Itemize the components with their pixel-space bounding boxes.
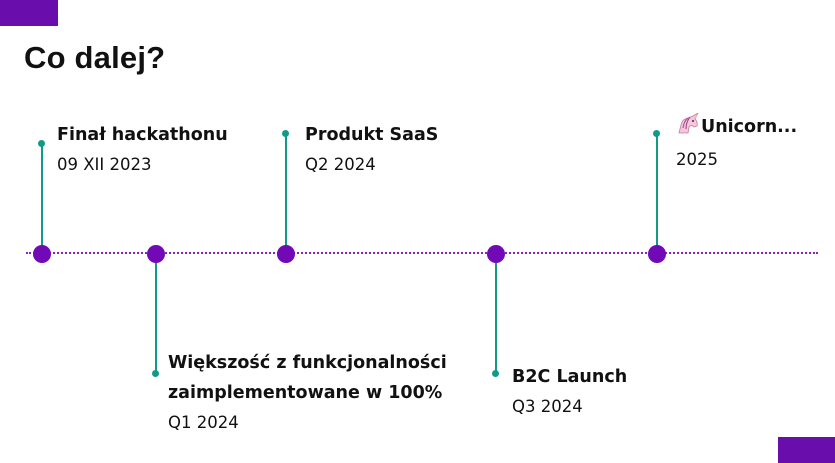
timeline-node-3 [277, 245, 295, 263]
timeline-stem-3 [285, 133, 287, 253]
timeline-item-1: Finał hackathonu 09 XII 2023 [57, 120, 228, 180]
timeline-node-2 [147, 245, 165, 263]
timeline-node-1 [33, 245, 51, 263]
unicorn-icon [676, 111, 700, 145]
timeline-stem-4 [495, 253, 497, 373]
timeline-item-3-name: Produkt SaaS [305, 125, 439, 145]
timeline-item-4: B2C Launch Q3 2024 [512, 362, 627, 422]
timeline-item-3-date: Q2 2024 [305, 155, 376, 174]
slide-title: Co dalej? [24, 40, 166, 75]
timeline-item-2-name-line2: zaimplementowane w 100% [168, 383, 443, 403]
timeline-tip-3 [282, 130, 289, 137]
timeline-stem-5 [656, 133, 658, 253]
accent-bar-top [0, 0, 58, 26]
timeline-tip-1 [38, 140, 45, 147]
timeline-line [26, 252, 818, 254]
timeline-stem-1 [41, 143, 43, 253]
timeline-tip-2 [152, 370, 159, 377]
timeline-item-1-name: Finał hackathonu [57, 125, 228, 145]
timeline-item-2: Większość z funkcjonalności zaimplemento… [168, 348, 447, 438]
timeline-item-4-date: Q3 2024 [512, 397, 583, 416]
timeline-item-2-name: Większość z funkcjonalności [168, 353, 447, 373]
timeline-item-5-name: Unicorn... [701, 117, 798, 137]
timeline-node-4 [487, 245, 505, 263]
timeline-tip-4 [492, 370, 499, 377]
timeline-item-2-date: Q1 2024 [168, 413, 239, 432]
timeline-node-5 [648, 245, 666, 263]
timeline-item-3: Produkt SaaS Q2 2024 [305, 120, 438, 180]
timeline-item-4-name: B2C Launch [512, 367, 628, 387]
accent-bar-bottom [778, 437, 835, 463]
timeline-item-1-date: 09 XII 2023 [57, 155, 152, 174]
timeline-item-5: Unicorn... 2025 [676, 111, 798, 175]
timeline-tip-5 [653, 130, 660, 137]
timeline-stem-2 [155, 253, 157, 373]
timeline-item-5-date: 2025 [676, 150, 718, 169]
